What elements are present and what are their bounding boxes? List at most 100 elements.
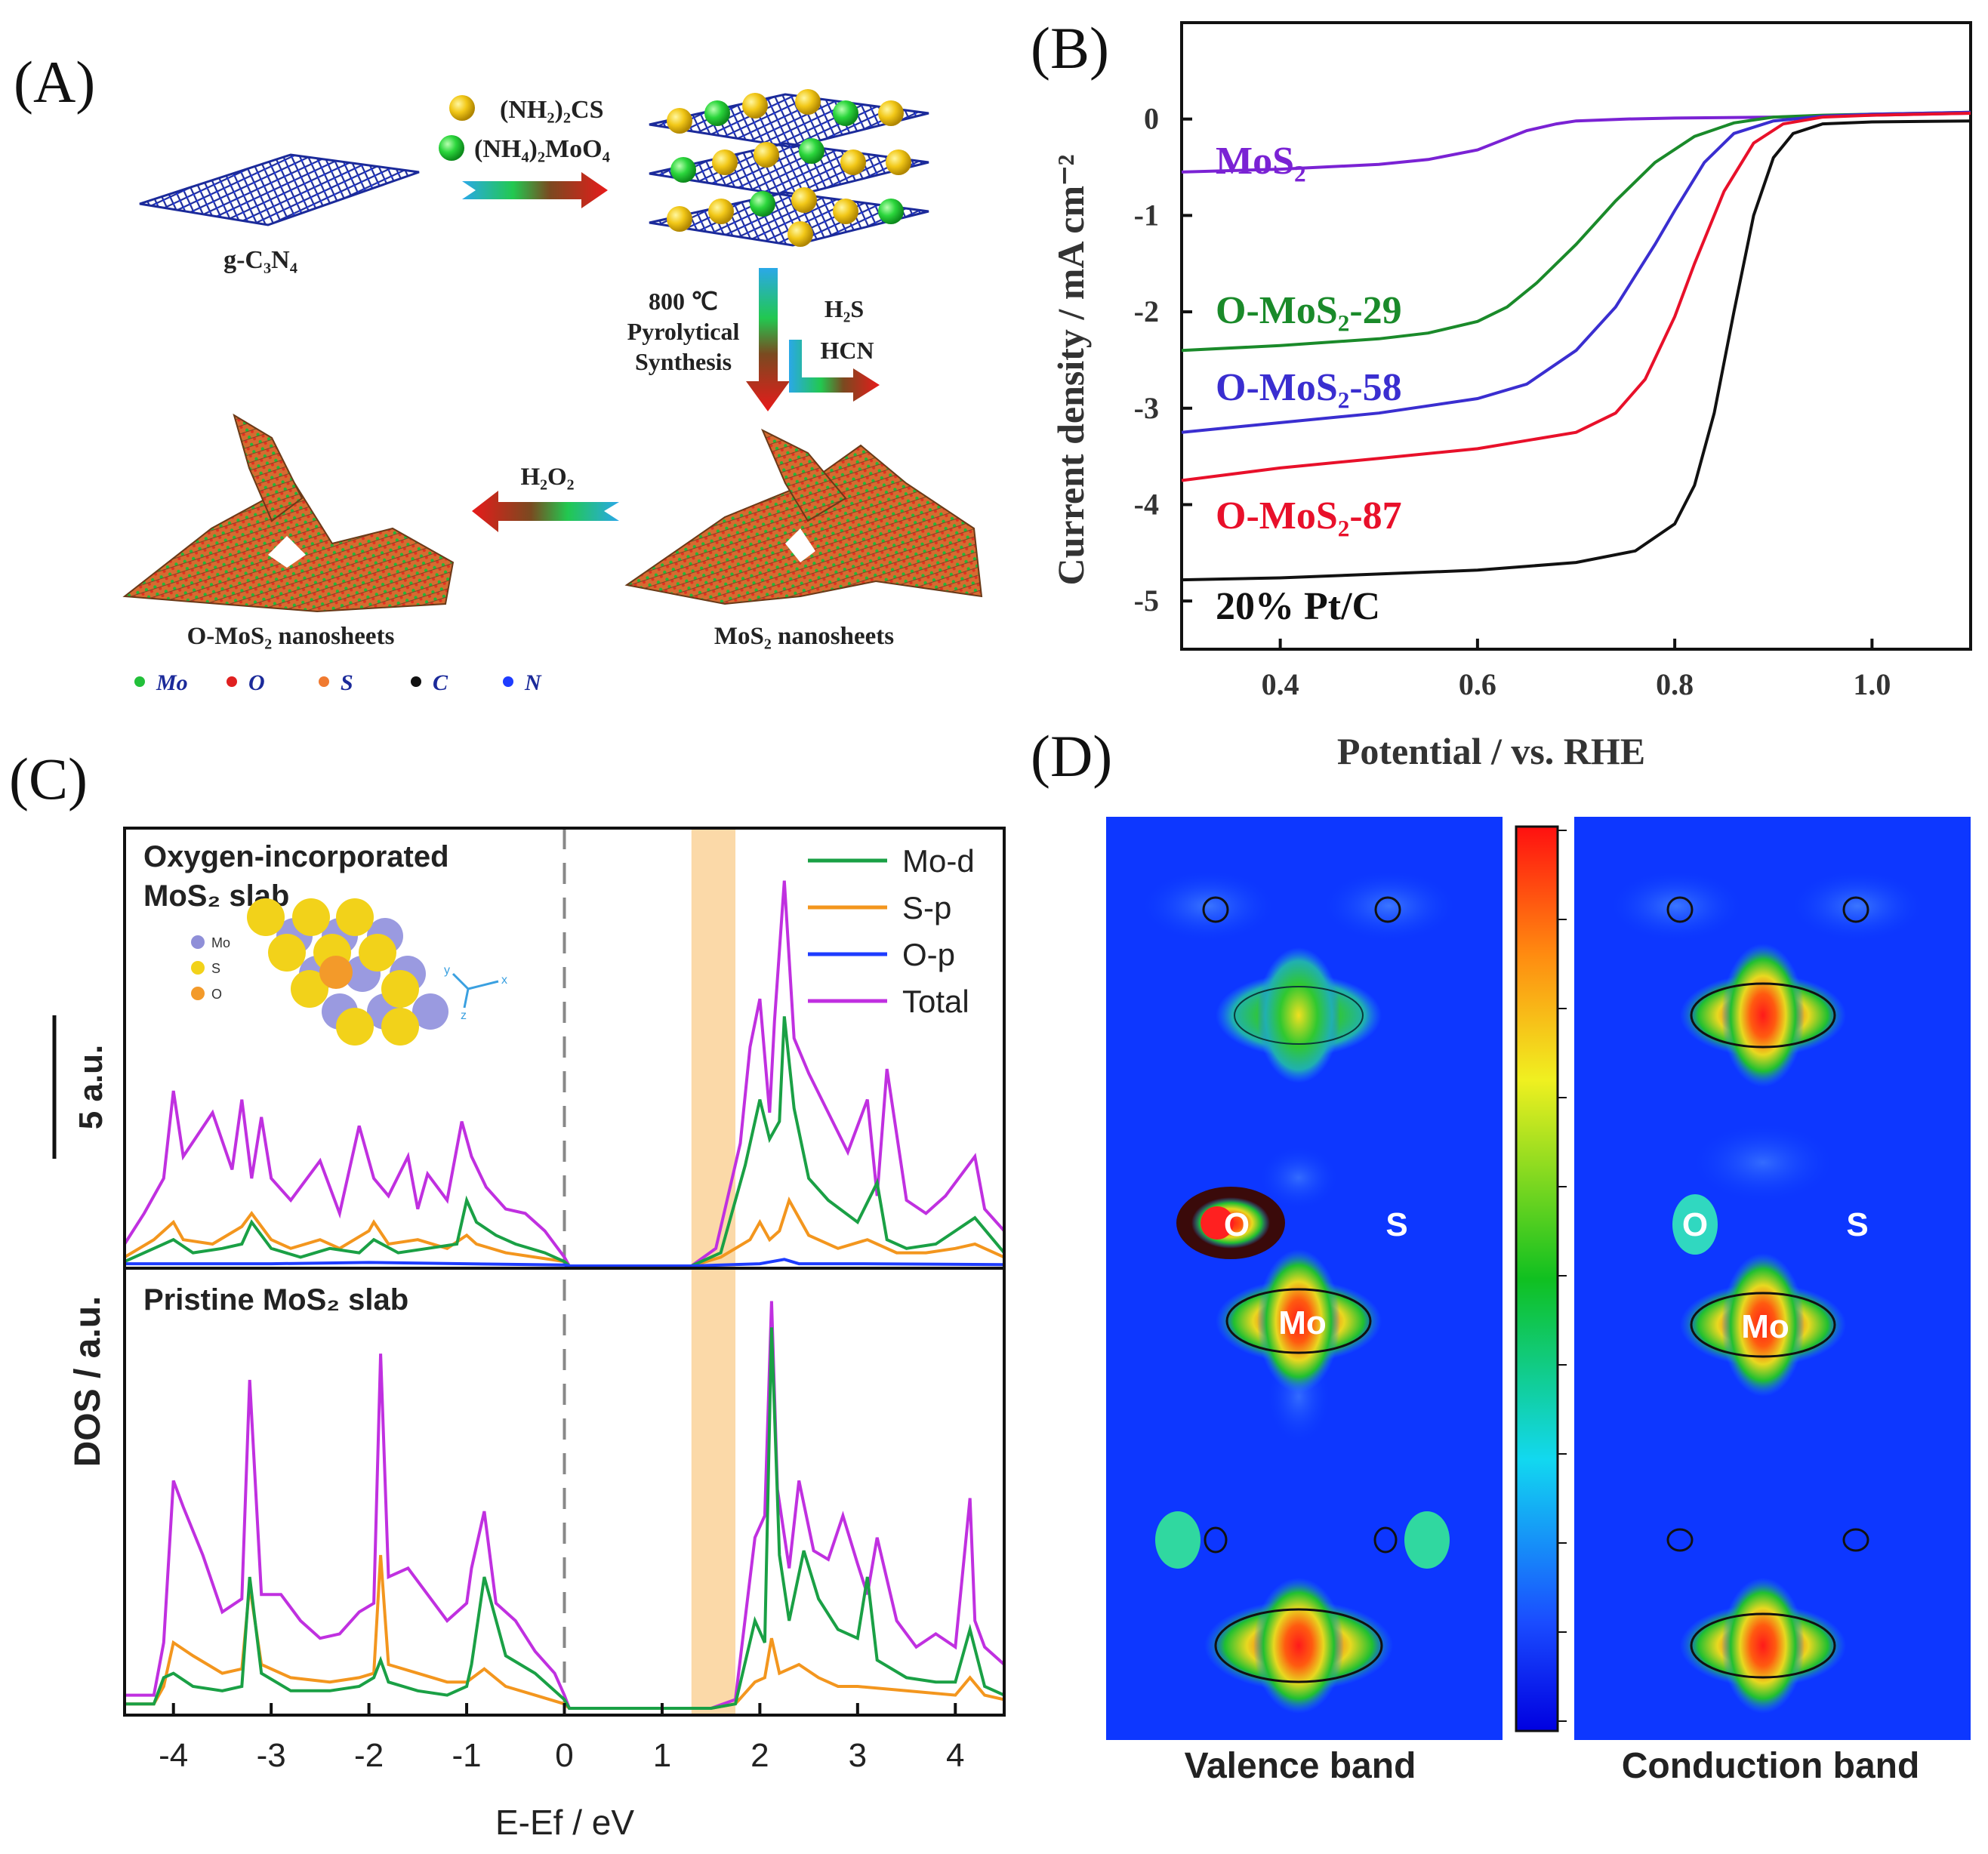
- precursor-sphere: [878, 100, 904, 126]
- b-series-1: [1181, 110, 1971, 353]
- scale-bar-label: 5 a.u.: [72, 1045, 109, 1130]
- inset-s-atom: [381, 970, 419, 1008]
- inset-s-atom: [381, 1008, 419, 1046]
- plot-b-axes: 0.4 0.6 0.8 1.0 0 -1 -2 -3 -4 -5: [1134, 102, 1891, 701]
- c-sub0-series-o-p: [125, 1258, 1005, 1267]
- legend-label-s: S: [341, 670, 353, 695]
- step-line2: Synthesis: [635, 348, 732, 375]
- legend-label-n: N: [524, 670, 542, 695]
- precursor-sphere: [712, 149, 738, 175]
- c-sub1-series-mo-d: [125, 1327, 1005, 1710]
- precursor-sphere: [754, 142, 779, 168]
- conduction-mo-label: Mo: [1741, 1308, 1789, 1345]
- c-xtick-label: -1: [452, 1737, 481, 1774]
- valence-o-label: O: [1224, 1206, 1250, 1243]
- c-legend-label: O-p: [902, 937, 955, 972]
- inset-s-atom: [336, 1008, 374, 1046]
- precursor-sphere: [799, 138, 824, 164]
- c-xtick-label: -3: [257, 1737, 286, 1774]
- legend-label-mo: Mo: [156, 670, 188, 695]
- inset-s-atom: [247, 898, 285, 936]
- panel-a: (A) g-C₃N₄ (NH₂)₂CS (NH₄)₂MoO₄ 800 ℃ Pyr…: [14, 49, 983, 695]
- inset-s-atom: [359, 934, 396, 972]
- panel-a-label: (A): [14, 49, 95, 115]
- step-line1: Pyrolytical: [627, 318, 740, 345]
- gas-arrow-icon: [789, 340, 880, 402]
- c-xtick-label: -4: [159, 1737, 188, 1774]
- valence-band-caption: Valence band: [1185, 1746, 1416, 1786]
- triad-z: z: [461, 1009, 467, 1022]
- b-xtick-label: 0.4: [1262, 667, 1299, 701]
- b-series-2: [1181, 110, 1971, 434]
- plot-c-axes: -4 -3 -2 -1 0 1 2 3 4: [159, 1703, 965, 1774]
- b-ytick-label: -3: [1134, 391, 1159, 425]
- c-legend-label: Mo-d: [902, 843, 975, 879]
- arrow-down-icon: [746, 268, 790, 411]
- step-temperature: 800 ℃: [649, 288, 718, 315]
- thiourea-sphere-icon: [449, 95, 475, 121]
- gas1-label: H₂S: [824, 295, 864, 322]
- arrow-right-icon: [462, 172, 608, 208]
- legend-label-o: O: [248, 670, 265, 695]
- plot-b-ylabel: Current density / mA cm⁻²: [1049, 155, 1092, 586]
- inset-mo-atom: [412, 993, 448, 1030]
- plot-c-legend: Mo-d S-p O-p Total: [808, 843, 975, 1019]
- legend-dot-s: [319, 676, 329, 687]
- legend-label-c: C: [433, 670, 448, 695]
- plot-c-frame: [123, 827, 1006, 1717]
- b-series-label-0: MoS₂: [1216, 140, 1306, 183]
- mos2-product-label: MoS₂ nanosheets: [714, 623, 894, 650]
- inset-s-atom: [268, 934, 306, 972]
- c-xtick-label: 4: [946, 1737, 964, 1774]
- triad-y: y: [444, 964, 450, 977]
- precursor-sphere: [667, 108, 692, 134]
- b-series-label-4: 20% Pt/C: [1216, 585, 1380, 628]
- b-series-label-3: O-MoS₂-87: [1216, 494, 1402, 537]
- colour-scale-bar: [1515, 825, 1559, 1732]
- b-ytick-label: -1: [1134, 198, 1159, 232]
- c-xtick-label: -2: [354, 1737, 384, 1774]
- precursor-sphere: [708, 199, 734, 224]
- c-sub0-series-total: [123, 880, 1006, 1267]
- valence-s-label: S: [1385, 1206, 1407, 1243]
- b-series-0: [1181, 112, 1971, 174]
- legend-dot-c: [411, 676, 421, 687]
- b-series-4: [1181, 119, 1971, 582]
- inset-o-label: O: [211, 987, 222, 1002]
- plot-b-series-labels: MoS₂ O-MoS₂-29 O-MoS₂-58 O-MoS₂-87 20% Pt/C: [1216, 140, 1402, 628]
- precursor-sphere: [704, 100, 730, 126]
- oxidant-label: H₂O₂: [520, 464, 574, 491]
- c-legend-label: Total: [902, 984, 969, 1019]
- c-sub0-series-s-p: [123, 1196, 1005, 1267]
- axes-triad-icon: y x z: [444, 964, 507, 1022]
- precursor-sphere: [886, 149, 911, 175]
- panel-b: (B) 0.4 0.6 0.8 1.0 0 -1 -2 -3 -4 -5 MoS₂ O-MoS₂-2…: [1031, 15, 1972, 772]
- precursor-sphere: [667, 206, 692, 232]
- gas2-label: HCN: [820, 337, 874, 364]
- colour-scale-ticks: [1558, 830, 1567, 1722]
- b-ytick-label: 0: [1144, 102, 1159, 136]
- reagent1-label: (NH₂)₂CS: [500, 96, 604, 124]
- legend-dot-o: [227, 676, 237, 687]
- plot-b-frame: [1180, 21, 1972, 651]
- mos2-nanosheets-model: [624, 428, 983, 605]
- precursor-sphere: [750, 191, 775, 217]
- c-sub0-series-mo-d: [124, 1016, 1006, 1267]
- b-series-label-2: O-MoS₂-58: [1216, 366, 1402, 409]
- inset-s-atom: [292, 898, 330, 936]
- plot-c-xlabel: E-Ef / eV: [495, 1803, 634, 1842]
- c-xtick-label: 0: [555, 1737, 573, 1774]
- legend-dot-n: [503, 676, 513, 687]
- b-ytick-label: -4: [1134, 487, 1159, 521]
- b-xtick-label: 0.6: [1459, 667, 1496, 701]
- precursor-sphere: [833, 100, 858, 126]
- plot-b-xlabel: Potential / vs. RHE: [1337, 730, 1645, 772]
- valence-mo-label: Mo: [1278, 1304, 1327, 1341]
- intercalated-stack: [649, 89, 929, 247]
- c-legend-label: S-p: [902, 890, 951, 925]
- precursor-sphere: [787, 221, 813, 247]
- c-xtick-label: 3: [849, 1737, 867, 1774]
- panel-c-label: (C): [9, 746, 88, 812]
- subpanel1-title-line1: Oxygen-incorporated: [143, 840, 449, 873]
